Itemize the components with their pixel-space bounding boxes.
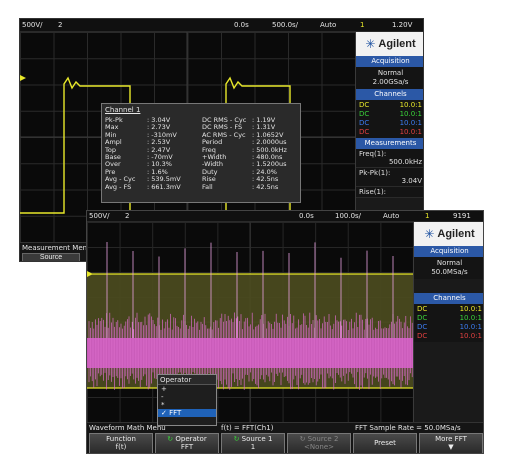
measurements-header: Measurements — [356, 138, 423, 149]
checkmark-icon: ✓ — [161, 409, 170, 417]
operator-option-minus[interactable]: - — [161, 393, 164, 401]
agilent-logo: ✳ Agilent — [356, 32, 423, 56]
agilent-logo: ✳ Agilent — [414, 222, 483, 246]
rotate-knob-icon: ↻ — [167, 435, 176, 443]
operator-softkey[interactable]: ↻ Operator FFT — [155, 433, 219, 453]
down-arrow-icon: ▼ — [448, 443, 454, 451]
measurement-rise: Rise(1): — [356, 187, 423, 198]
trigger-level: 1.20V — [392, 21, 413, 29]
channel-row-2: DC 10.0:1 — [417, 314, 482, 322]
acquisition-info: Normal 2.00GSa/s — [356, 67, 423, 89]
scope-screen-fft: 500V/ 2 0.0s 100.0s/ Auto 1 9191 ✳ Agile… — [86, 210, 484, 454]
time-scale: 500.0s/ — [272, 21, 299, 29]
rotate-knob-icon: ↻ — [233, 435, 242, 443]
acquisition-header: Acquisition — [414, 246, 483, 257]
channel-measurement-popup: Channel 1 Pk-Pk: 3.04V Max: 2.73V Min: -… — [101, 103, 301, 203]
fft-trace — [87, 222, 413, 422]
channel-row-1: DC 10.0:1 — [359, 101, 422, 109]
source2-softkey[interactable]: ↻ Source 2 <None> — [287, 433, 351, 453]
trigger-mode: Auto — [320, 21, 337, 29]
channels-header: Channels — [414, 293, 483, 304]
agilent-spark-icon: ✳ — [424, 227, 435, 241]
acquisition-info: Normal 50.0MSa/s — [414, 257, 483, 279]
channel-row-4: DC 10.0:1 — [359, 128, 422, 136]
menu-title: Measurement Menu — [22, 244, 92, 252]
trigger-mode: Auto — [383, 212, 400, 220]
top-status-bar: 500V/ 2 0.0s 100.0s/ Auto 1 9191 — [87, 211, 483, 222]
operator-dropdown-title: Operator — [158, 375, 216, 385]
scope-screen-measurements: 500V/ 2 0.0s 500.0s/ Auto 1 1.20V ✳ Agil… — [19, 18, 424, 262]
sample-rate: 2.00GSa/s — [372, 78, 409, 86]
channel-row-3: DC 10.0:1 — [359, 119, 422, 127]
fft-sample-rate: FFT Sample Rate = 50.0MSa/s — [355, 424, 461, 432]
acquisition-mode: Normal — [436, 259, 463, 267]
channels-list: DC 10.0:1 DC 10.0:1 DC 10.0:1 DC 10.0:1 — [414, 304, 483, 342]
time-position: 0.0s — [234, 21, 249, 29]
acquisition-header: Acquisition — [356, 56, 423, 67]
popup-col-2: DC RMS - Cyc: 1.19V DC RMS - FS: 1.31V A… — [202, 116, 287, 191]
trigger-level: 9191 — [453, 212, 471, 220]
function-softkey[interactable]: Function f(t) — [89, 433, 153, 453]
ch1-scale: 500V/ — [22, 21, 43, 29]
popup-title: Channel 1 — [105, 106, 141, 114]
operator-dropdown[interactable]: Operator + - * ✓ FFT — [157, 374, 217, 426]
trigger-channel: 1 — [360, 21, 365, 29]
measurement-freq: Freq(1): 500.0kHz — [356, 149, 423, 168]
acquisition-mode: Normal — [377, 69, 404, 77]
ch1-scale: 500V/ — [89, 212, 110, 220]
channels-list: DC 10.0:1 DC 10.0:1 DC 10.0:1 DC 10.0:1 — [356, 100, 423, 138]
math-status-bar: Waveform Math Menu f(t) = FFT(Ch1) FFT S… — [87, 422, 483, 432]
preset-softkey[interactable]: Preset — [353, 433, 417, 453]
ch2-indicator: 2 — [125, 212, 130, 220]
right-side-panel: ✳ Agilent Acquisition Normal 50.0MSa/s C… — [413, 222, 483, 422]
waveform-display — [87, 222, 413, 422]
ch2-indicator: 2 — [58, 21, 63, 29]
time-position: 0.0s — [299, 212, 314, 220]
operator-option-plus[interactable]: + — [161, 385, 167, 393]
time-scale: 100.0s/ — [335, 212, 362, 220]
more-fft-softkey[interactable]: More FFT ▼ — [419, 433, 483, 453]
channel-row-1: DC 10.0:1 — [417, 305, 482, 313]
channel-row-4: DC 10.0:1 — [417, 332, 482, 340]
channel-row-3: DC 10.0:1 — [417, 323, 482, 331]
sample-rate: 50.0MSa/s — [431, 268, 468, 276]
measurement-pkpk: Pk-Pk(1): 3.04V — [356, 168, 423, 187]
source-button[interactable]: Source — [22, 253, 80, 261]
popup-col-1: Pk-Pk: 3.04V Max: 2.73V Min: -310mV Ampl… — [105, 116, 181, 191]
agilent-spark-icon: ✳ — [365, 37, 376, 51]
trigger-channel: 1 — [425, 212, 430, 220]
math-function: f(t) = FFT(Ch1) — [221, 424, 274, 432]
operator-option-multiply[interactable]: * — [161, 401, 165, 409]
channel-row-2: DC 10.0:1 — [359, 110, 422, 118]
top-status-bar: 500V/ 2 0.0s 500.0s/ Auto 1 1.20V — [20, 19, 423, 32]
operator-option-fft[interactable]: ✓ FFT — [158, 409, 216, 417]
rotate-knob-icon: ↻ — [299, 435, 308, 443]
menu-title: Waveform Math Menu — [89, 424, 166, 432]
channels-header: Channels — [356, 89, 423, 100]
